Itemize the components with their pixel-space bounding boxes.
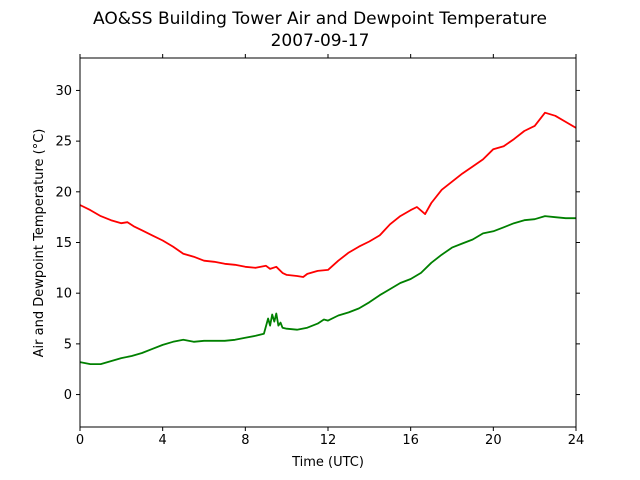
x-tick-label: 8 (241, 433, 249, 448)
chart-title: AO&SS Building Tower Air and Dewpoint Te… (93, 9, 547, 29)
y-tick-label: 25 (55, 135, 72, 150)
x-tick-label: 16 (402, 433, 419, 448)
y-tick-label: 15 (55, 236, 72, 251)
x-tick-label: 0 (76, 433, 84, 448)
series-line-1 (79, 215, 576, 366)
y-tick-label: 20 (55, 185, 72, 200)
x-tick-label: 24 (568, 433, 585, 448)
y-tick-label: 0 (64, 388, 72, 403)
y-axis-label: Air and Dewpoint Temperature (°C) (32, 129, 47, 358)
chart-subtitle: 2007-09-17 (271, 31, 370, 51)
series-line-0 (79, 111, 577, 278)
y-tick-label: 5 (64, 337, 72, 352)
plot-area: 0 4 8 12 16 20 24 0 5 10 15 20 25 30 (55, 54, 584, 448)
y-tick-label: 30 (55, 84, 72, 99)
x-axis-label: Time (UTC) (291, 455, 364, 470)
x-tick-label: 4 (159, 433, 167, 448)
x-tick-label: 20 (485, 433, 502, 448)
x-tick-label: 12 (320, 433, 337, 448)
y-tick-label: 10 (55, 287, 72, 302)
